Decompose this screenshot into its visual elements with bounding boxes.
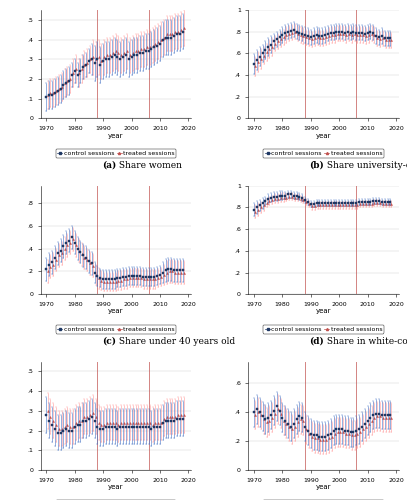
X-axis label: year: year xyxy=(316,132,331,138)
X-axis label: year: year xyxy=(108,308,124,314)
Text: (b): (b) xyxy=(309,161,324,170)
Text: Share under 40 years old: Share under 40 years old xyxy=(116,336,235,345)
X-axis label: year: year xyxy=(316,484,331,490)
Text: (c): (c) xyxy=(102,336,116,345)
X-axis label: year: year xyxy=(316,308,331,314)
Text: Share in white-collar job: Share in white-collar job xyxy=(324,336,407,345)
Text: Share women: Share women xyxy=(116,161,182,170)
Legend: control sessions, treated sessions: control sessions, treated sessions xyxy=(55,324,176,334)
Legend: control sessions, treated sessions: control sessions, treated sessions xyxy=(263,324,384,334)
Text: (d): (d) xyxy=(309,336,324,345)
X-axis label: year: year xyxy=(108,484,124,490)
Text: (a): (a) xyxy=(102,161,116,170)
Legend: control sessions, treated sessions: control sessions, treated sessions xyxy=(55,149,176,158)
Text: Share university-educated: Share university-educated xyxy=(324,161,407,170)
X-axis label: year: year xyxy=(108,132,124,138)
Legend: control sessions, treated sessions: control sessions, treated sessions xyxy=(263,149,384,158)
